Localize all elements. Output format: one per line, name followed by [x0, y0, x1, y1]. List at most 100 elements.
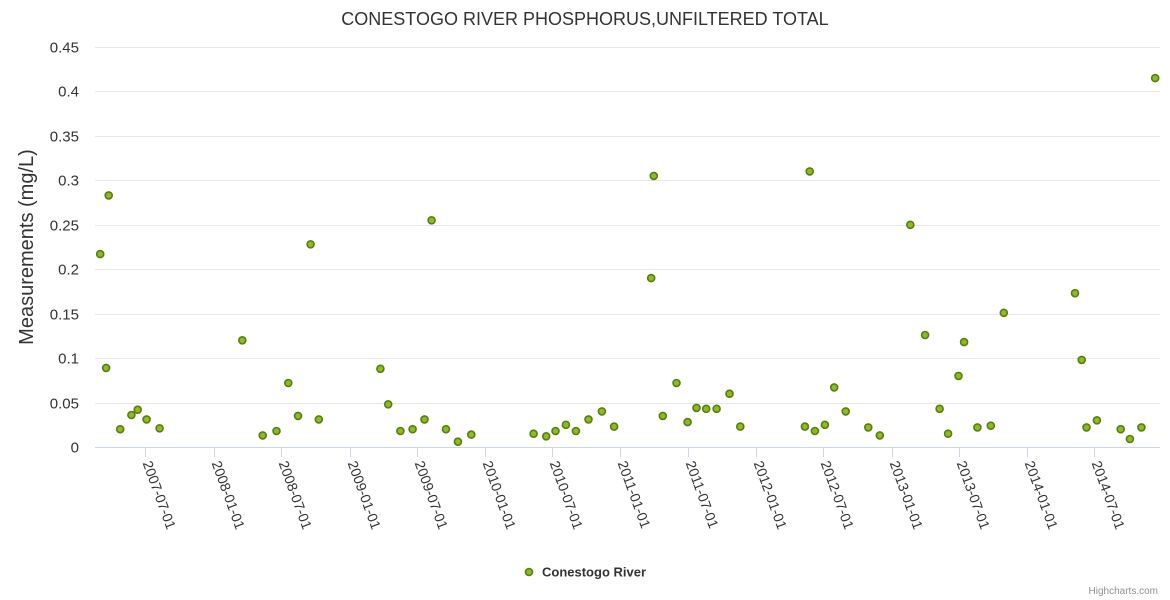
data-point[interactable]	[875, 431, 885, 440]
data-point[interactable]	[420, 415, 429, 424]
data-point[interactable]	[863, 423, 873, 432]
data-point[interactable]	[646, 273, 656, 283]
legend-item[interactable]: Conestogo River	[524, 565, 647, 580]
y-tick-label: 0.45	[50, 40, 79, 57]
data-point[interactable]	[283, 378, 293, 388]
data-point[interactable]	[905, 220, 915, 230]
data-point[interactable]	[142, 415, 151, 424]
data-point[interactable]	[658, 411, 668, 421]
data-point[interactable]	[701, 404, 711, 414]
y-tick-label: 0.1	[58, 351, 79, 368]
x-tick-label: 2007-07-01	[140, 459, 180, 532]
data-point[interactable]	[597, 407, 607, 416]
data-point[interactable]	[986, 421, 996, 431]
data-point[interactable]	[127, 410, 136, 420]
data-point[interactable]	[258, 431, 268, 440]
data-point[interactable]	[735, 422, 745, 431]
data-point[interactable]	[820, 420, 830, 430]
data-point[interactable]	[829, 383, 839, 392]
y-tick-label: 0.25	[50, 218, 79, 235]
data-point[interactable]	[376, 364, 385, 374]
data-point[interactable]	[1125, 434, 1135, 444]
data-point[interactable]	[441, 424, 451, 434]
data-point[interactable]	[1082, 423, 1091, 432]
y-tick-label: 0.2	[58, 262, 79, 279]
data-point[interactable]	[973, 423, 982, 432]
data-point[interactable]	[272, 426, 281, 436]
data-point[interactable]	[959, 337, 969, 347]
data-point[interactable]	[306, 240, 315, 249]
data-point[interactable]	[133, 405, 142, 415]
data-point[interactable]	[649, 171, 659, 181]
data-point[interactable]	[1150, 73, 1160, 83]
x-tick-label: 2011-07-01	[683, 459, 722, 531]
data-point[interactable]	[935, 404, 944, 414]
data-point[interactable]	[115, 424, 125, 434]
x-tick-label: 2013-07-01	[954, 459, 994, 532]
data-point[interactable]	[314, 415, 324, 424]
data-point[interactable]	[841, 407, 851, 416]
x-tick-label: 2012-01-01	[751, 459, 791, 532]
y-axis-label: Measurements (mg/L)	[16, 149, 38, 345]
data-point[interactable]	[712, 404, 721, 414]
data-point[interactable]	[943, 429, 953, 439]
data-points	[95, 73, 1160, 447]
x-tick-label: 2008-01-01	[209, 459, 249, 532]
data-point[interactable]	[101, 363, 111, 373]
grid-lines	[95, 47, 1160, 404]
data-point[interactable]	[238, 335, 247, 345]
data-point[interactable]	[1137, 423, 1146, 432]
data-point[interactable]	[683, 417, 692, 427]
y-tick-label: 0.15	[50, 307, 79, 324]
legend-label: Conestogo River	[542, 565, 646, 580]
data-point[interactable]	[95, 249, 105, 259]
data-point[interactable]	[725, 389, 734, 399]
data-point[interactable]	[954, 371, 963, 381]
data-point[interactable]	[672, 378, 681, 388]
chart-title: CONESTOGO RIVER PHOSPHORUS,UNFILTERED TO…	[341, 9, 828, 29]
x-axis-ticks: 2007-07-01 2008-01-01 2008-07-01 2009-01-01…	[140, 447, 1129, 532]
x-tick-label: 2010-07-01	[547, 459, 587, 532]
data-point[interactable]	[293, 411, 303, 421]
data-point[interactable]	[1077, 355, 1086, 365]
data-point[interactable]	[999, 308, 1009, 318]
y-tick-label: 0	[71, 440, 79, 457]
credits-link[interactable]: Highcharts.com	[1089, 586, 1158, 597]
data-point[interactable]	[383, 399, 393, 409]
data-point[interactable]	[800, 422, 810, 431]
x-tick-label: 2013-01-01	[887, 459, 927, 532]
y-tick-label: 0.4	[58, 84, 79, 101]
data-point[interactable]	[920, 330, 930, 340]
data-point[interactable]	[805, 167, 815, 176]
data-point[interactable]	[571, 426, 581, 436]
data-point[interactable]	[541, 431, 551, 441]
data-point[interactable]	[692, 403, 701, 413]
x-tick-label: 2009-07-01	[412, 459, 452, 532]
data-point[interactable]	[810, 426, 820, 436]
data-point[interactable]	[396, 426, 405, 436]
data-point[interactable]	[104, 191, 113, 200]
data-point[interactable]	[551, 426, 560, 436]
data-point[interactable]	[408, 424, 417, 434]
x-tick-label: 2012-07-01	[818, 459, 858, 532]
x-tick-label: 2014-07-01	[1089, 459, 1129, 532]
x-tick-label: 2008-07-01	[276, 459, 316, 532]
x-tick-label: 2011-01-01	[615, 459, 654, 531]
data-point[interactable]	[529, 429, 538, 439]
y-tick-label: 0.05	[50, 396, 79, 413]
data-point[interactable]	[1092, 415, 1102, 425]
data-point[interactable]	[155, 423, 164, 433]
y-tick-label: 0.35	[50, 129, 79, 146]
data-point[interactable]	[1070, 288, 1080, 298]
data-point[interactable]	[609, 422, 619, 431]
data-point[interactable]	[561, 420, 571, 430]
data-point[interactable]	[427, 216, 436, 225]
x-tick-label: 2009-01-01	[345, 459, 385, 532]
data-point[interactable]	[453, 437, 463, 447]
y-tick-label: 0.3	[58, 173, 79, 190]
data-point[interactable]	[466, 430, 476, 439]
data-point[interactable]	[584, 415, 593, 424]
y-axis-ticks: 0 0.05 0.1 0.15 0.2 0.25 0.3 0.35 0.4 0.45	[50, 40, 79, 457]
data-point[interactable]	[1116, 424, 1125, 434]
